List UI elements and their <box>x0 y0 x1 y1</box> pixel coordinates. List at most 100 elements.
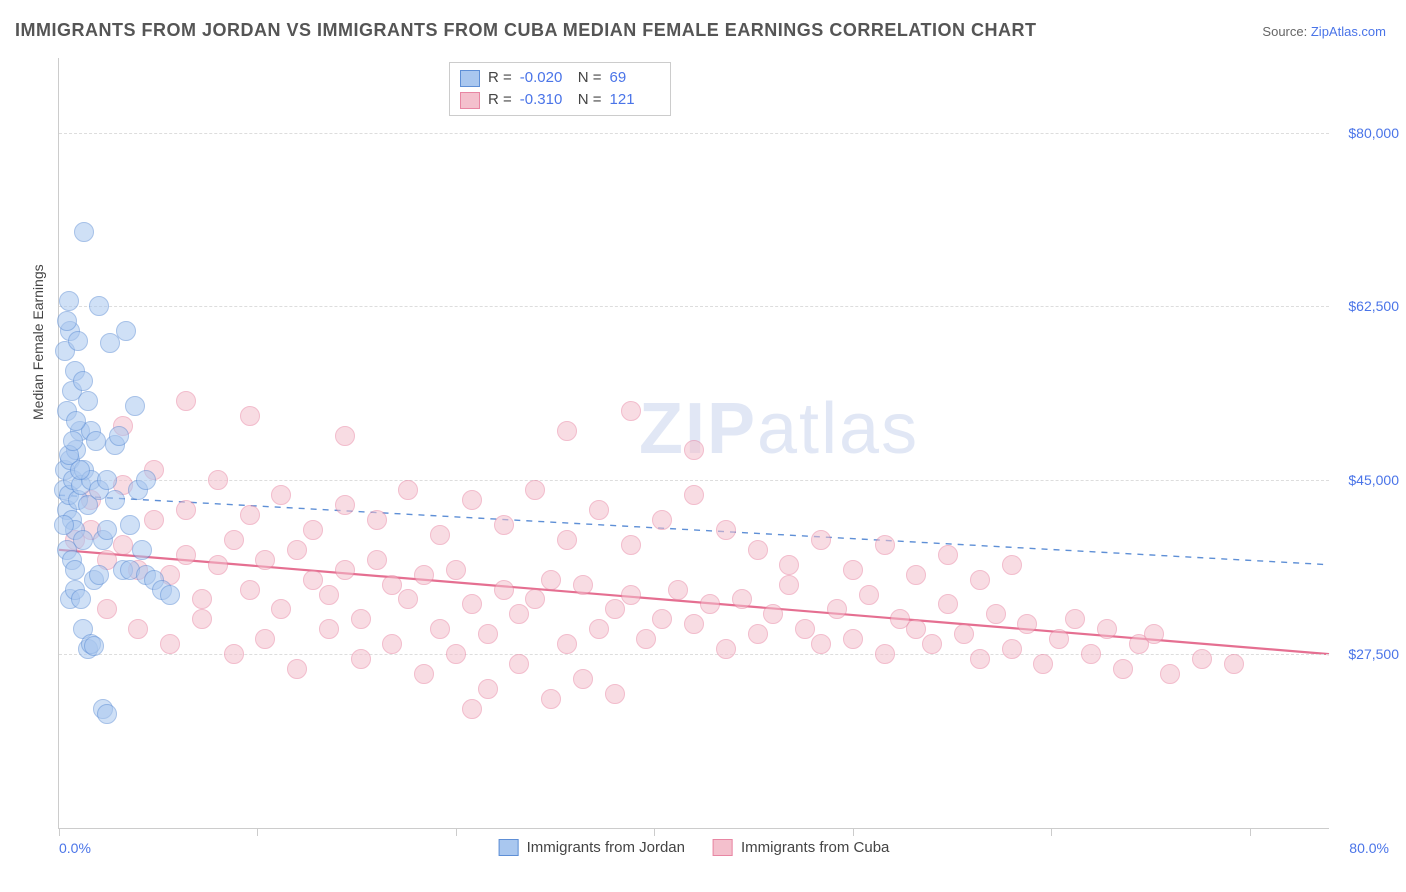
y-tick-label: $27,500 <box>1348 646 1399 662</box>
data-point-cuba <box>1065 609 1085 629</box>
data-point-cuba <box>557 421 577 441</box>
data-point-cuba <box>875 535 895 555</box>
data-point-cuba <box>827 599 847 619</box>
data-point-jordan <box>73 371 93 391</box>
data-point-cuba <box>732 589 752 609</box>
data-point-cuba <box>255 629 275 649</box>
data-point-cuba <box>779 575 799 595</box>
data-point-cuba <box>462 490 482 510</box>
data-point-cuba <box>716 520 736 540</box>
data-point-cuba <box>986 604 1006 624</box>
data-point-cuba <box>779 555 799 575</box>
data-point-cuba <box>335 560 355 580</box>
data-point-cuba <box>494 580 514 600</box>
y-tick-label: $62,500 <box>1348 298 1399 314</box>
data-point-jordan <box>54 515 74 535</box>
x-tick <box>257 828 258 836</box>
data-point-jordan <box>116 321 136 341</box>
data-point-cuba <box>557 634 577 654</box>
source-link[interactable]: ZipAtlas.com <box>1311 24 1386 39</box>
source-attribution: Source: ZipAtlas.com <box>1262 24 1386 39</box>
data-point-cuba <box>843 629 863 649</box>
x-tick <box>853 828 854 836</box>
data-point-cuba <box>271 485 291 505</box>
legend-label-jordan: Immigrants from Jordan <box>527 839 685 856</box>
data-point-cuba <box>621 535 641 555</box>
data-point-jordan <box>71 589 91 609</box>
data-point-cuba <box>446 560 466 580</box>
data-point-cuba <box>906 619 926 639</box>
data-point-cuba <box>1002 639 1022 659</box>
legend-item-cuba: Immigrants from Cuba <box>713 839 889 856</box>
swatch-cuba-icon <box>713 839 733 856</box>
data-point-cuba <box>430 525 450 545</box>
data-point-cuba <box>605 684 625 704</box>
gridline <box>59 306 1329 307</box>
data-point-cuba <box>938 594 958 614</box>
data-point-cuba <box>541 689 561 709</box>
data-point-jordan <box>89 565 109 585</box>
data-point-cuba <box>1224 654 1244 674</box>
data-point-cuba <box>287 540 307 560</box>
data-point-cuba <box>1049 629 1069 649</box>
stats-row-jordan: R = -0.020 N = 69 <box>460 67 660 89</box>
data-point-cuba <box>462 594 482 614</box>
data-point-jordan <box>132 540 152 560</box>
data-point-cuba <box>303 520 323 540</box>
data-point-cuba <box>255 550 275 570</box>
x-tick <box>59 828 60 836</box>
data-point-cuba <box>859 585 879 605</box>
data-point-cuba <box>811 634 831 654</box>
data-point-cuba <box>240 406 260 426</box>
data-point-cuba <box>1081 644 1101 664</box>
data-point-cuba <box>652 510 672 530</box>
data-point-cuba <box>557 530 577 550</box>
data-point-cuba <box>573 669 593 689</box>
data-point-cuba <box>509 604 529 624</box>
data-point-cuba <box>160 634 180 654</box>
data-point-cuba <box>875 644 895 664</box>
data-point-cuba <box>843 560 863 580</box>
data-point-cuba <box>748 624 768 644</box>
x-tick <box>1250 828 1251 836</box>
data-point-cuba <box>605 599 625 619</box>
data-point-cuba <box>382 575 402 595</box>
data-point-cuba <box>509 654 529 674</box>
data-point-cuba <box>478 624 498 644</box>
x-tick <box>1051 828 1052 836</box>
legend-item-jordan: Immigrants from Jordan <box>499 839 685 856</box>
data-point-cuba <box>763 604 783 624</box>
data-point-cuba <box>176 500 196 520</box>
data-point-cuba <box>382 634 402 654</box>
swatch-jordan-icon <box>499 839 519 856</box>
data-point-cuba <box>748 540 768 560</box>
data-point-cuba <box>1097 619 1117 639</box>
data-point-cuba <box>446 644 466 664</box>
gridline <box>59 480 1329 481</box>
swatch-jordan <box>460 70 480 87</box>
data-point-cuba <box>414 664 434 684</box>
data-point-cuba <box>240 580 260 600</box>
data-point-jordan <box>105 490 125 510</box>
data-point-cuba <box>684 440 704 460</box>
data-point-cuba <box>176 391 196 411</box>
data-point-cuba <box>795 619 815 639</box>
data-point-cuba <box>541 570 561 590</box>
watermark: ZIPatlas <box>639 388 919 470</box>
data-point-cuba <box>319 619 339 639</box>
data-point-cuba <box>478 679 498 699</box>
data-point-jordan <box>109 426 129 446</box>
data-point-cuba <box>970 570 990 590</box>
data-point-cuba <box>954 624 974 644</box>
data-point-cuba <box>621 401 641 421</box>
data-point-cuba <box>224 530 244 550</box>
data-point-cuba <box>1033 654 1053 674</box>
data-point-cuba <box>335 426 355 446</box>
data-point-cuba <box>351 649 371 669</box>
data-point-cuba <box>589 619 609 639</box>
data-point-cuba <box>636 629 656 649</box>
data-point-jordan <box>63 431 83 451</box>
x-tick <box>456 828 457 836</box>
data-point-cuba <box>906 565 926 585</box>
data-point-jordan <box>97 470 117 490</box>
